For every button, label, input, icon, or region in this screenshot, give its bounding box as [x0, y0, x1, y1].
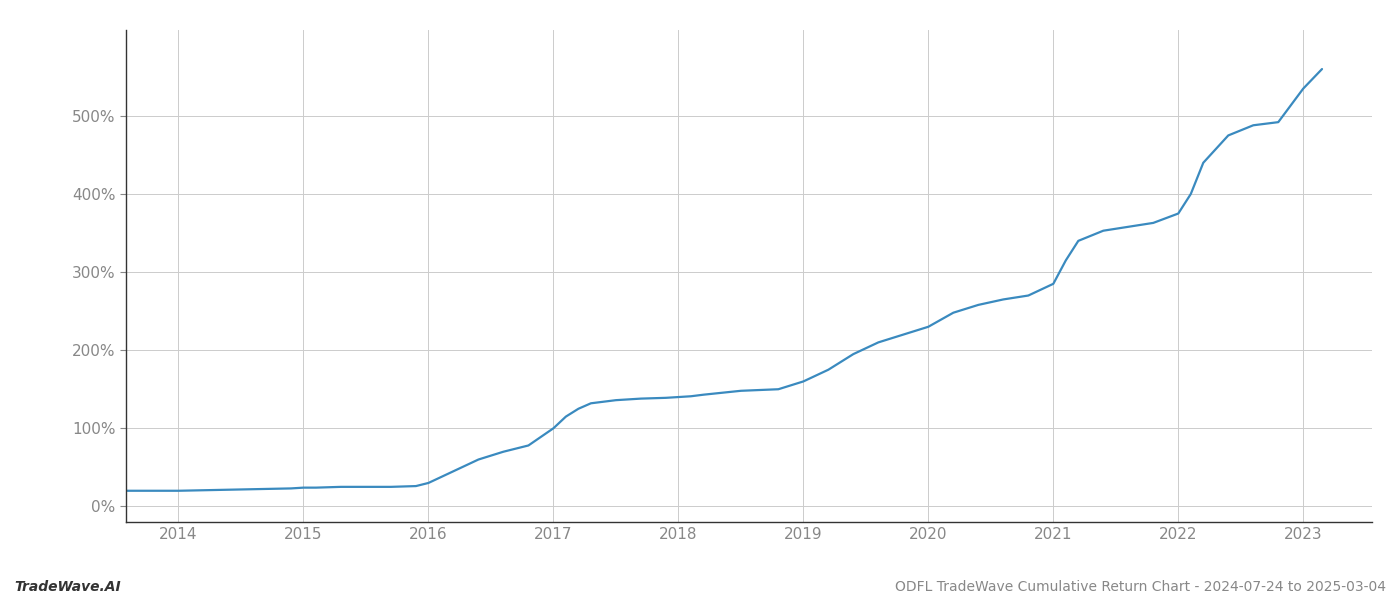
Text: ODFL TradeWave Cumulative Return Chart - 2024-07-24 to 2025-03-04: ODFL TradeWave Cumulative Return Chart -… — [895, 580, 1386, 594]
Text: TradeWave.AI: TradeWave.AI — [14, 580, 120, 594]
